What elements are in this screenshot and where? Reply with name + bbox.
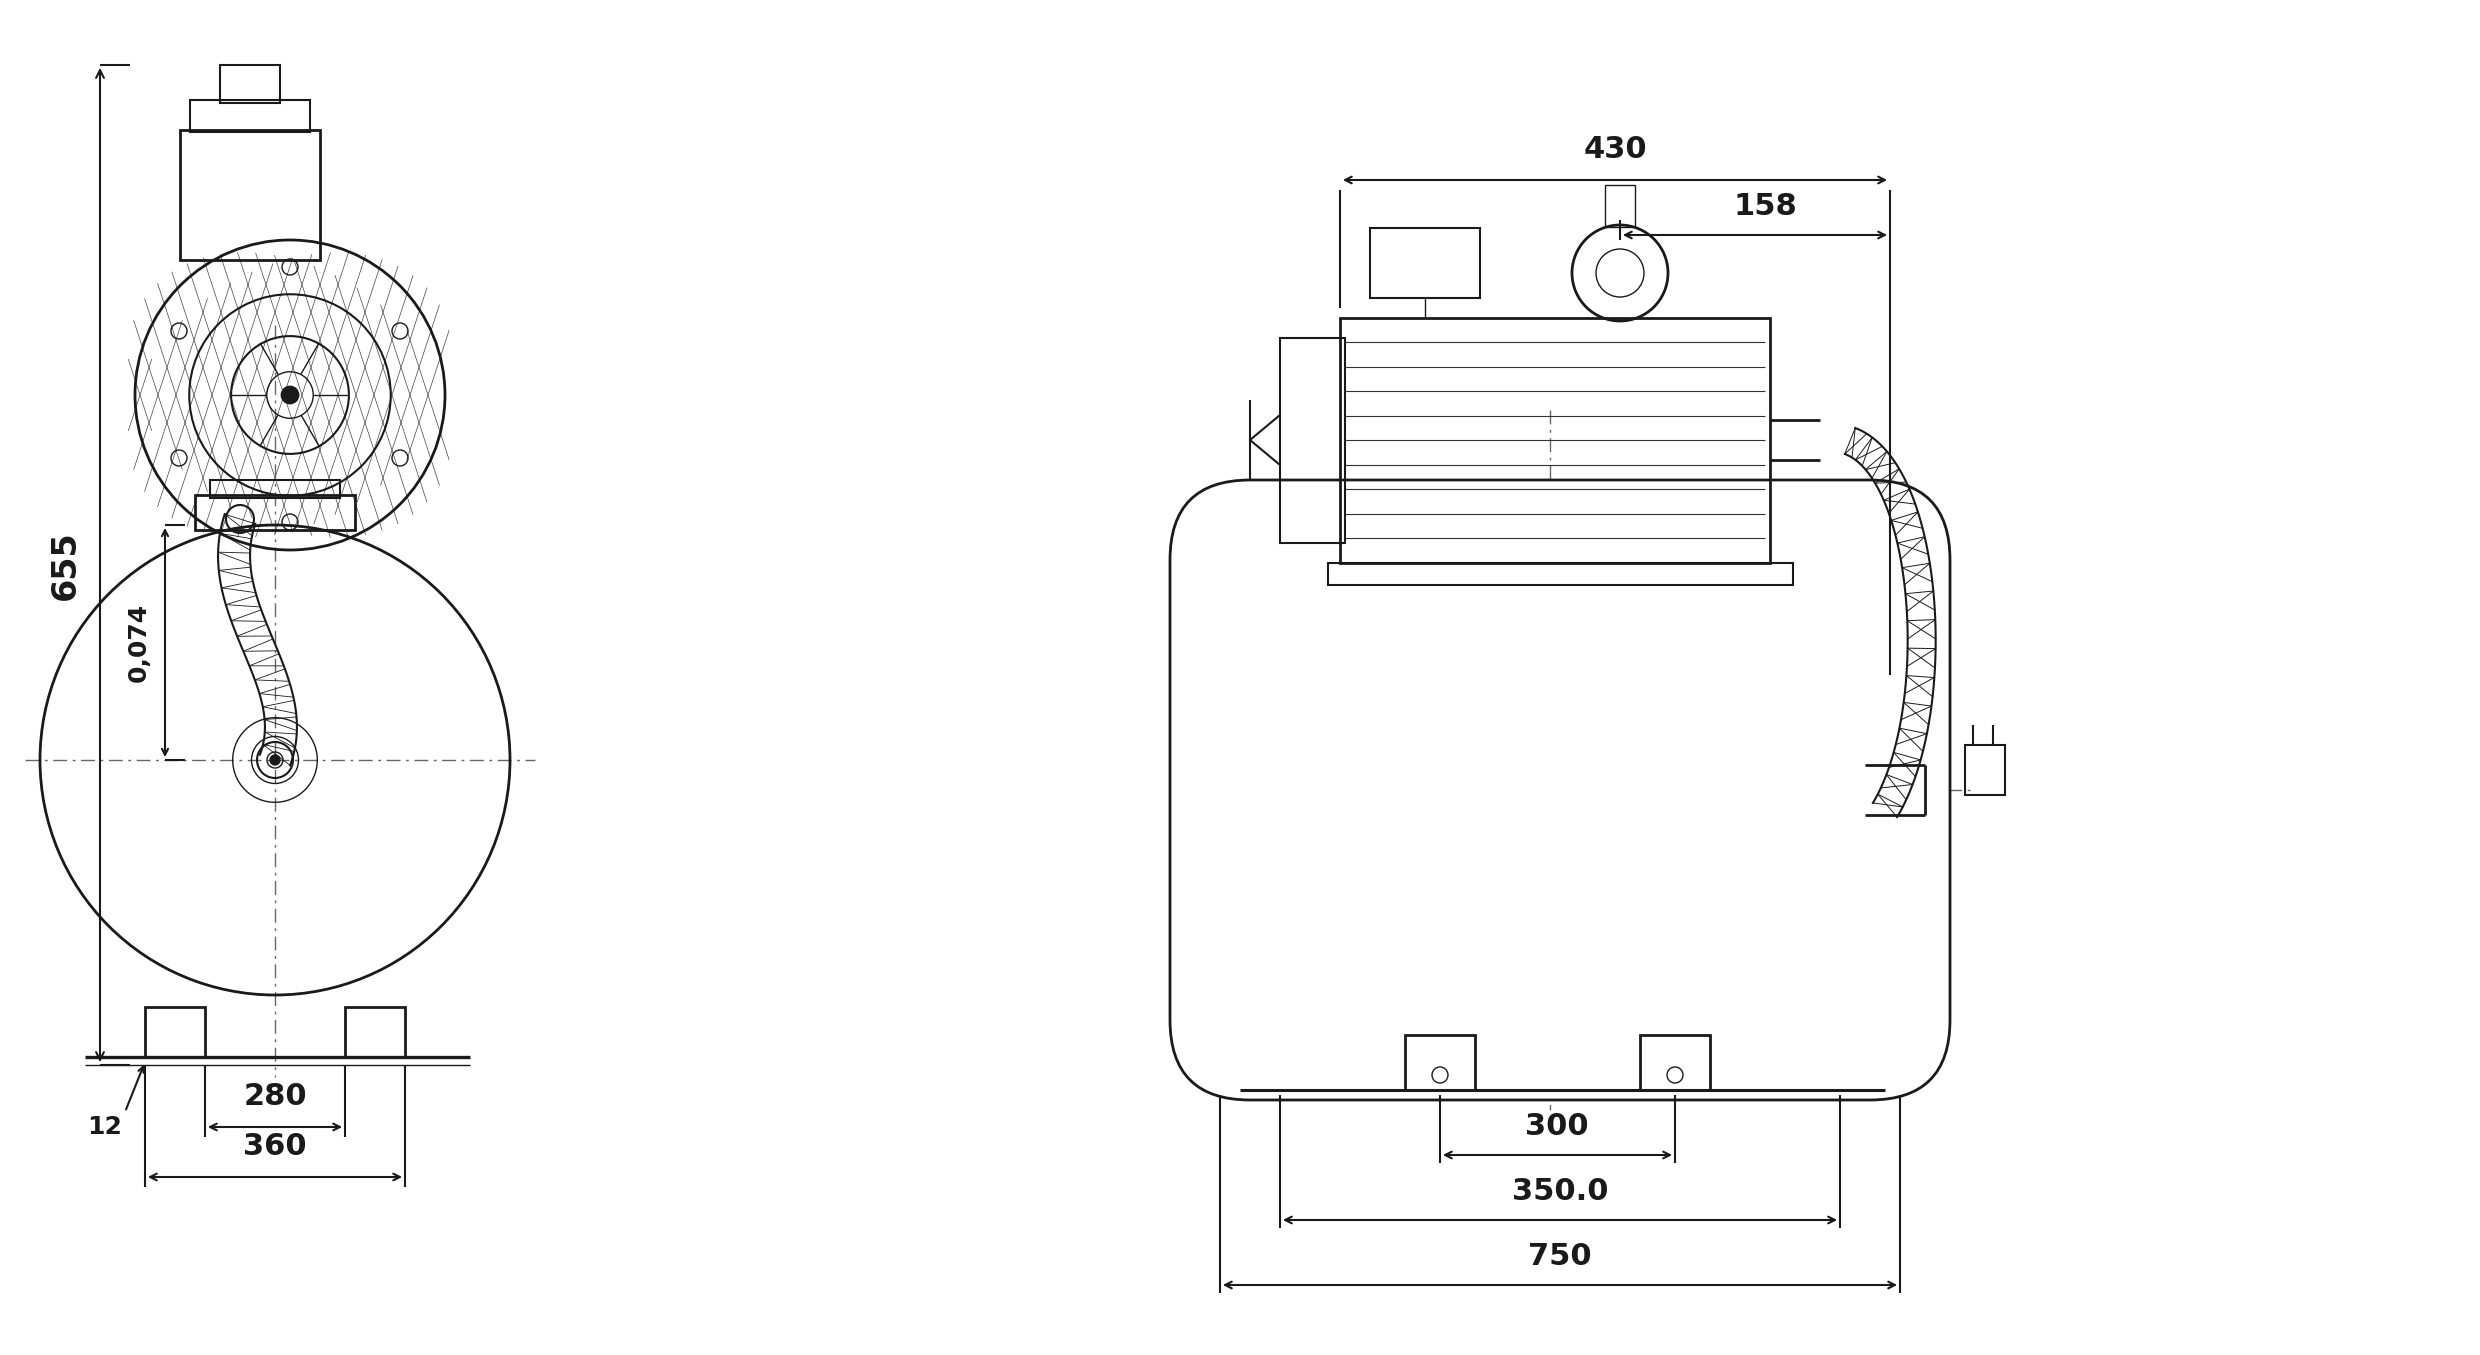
Text: 280: 280 [243, 1083, 308, 1111]
Bar [1964, 745, 2004, 795]
Bar [211, 480, 340, 499]
Text: 300: 300 [1525, 1112, 1590, 1141]
Text: 750: 750 [1528, 1243, 1592, 1271]
Bar [144, 1007, 206, 1057]
Bar [1280, 337, 1344, 543]
Bar [1327, 562, 1793, 585]
Bar [1639, 1035, 1711, 1089]
Bar [221, 65, 280, 103]
Circle shape [283, 388, 298, 402]
Bar [1339, 318, 1771, 562]
Text: 158: 158 [1734, 192, 1798, 221]
Bar [1605, 186, 1634, 228]
Text: 350.0: 350.0 [1513, 1177, 1607, 1206]
Bar [1369, 228, 1481, 298]
Text: 655: 655 [50, 530, 82, 600]
Bar [181, 130, 320, 260]
FancyBboxPatch shape [1171, 480, 1949, 1100]
Bar [191, 100, 310, 131]
Bar [196, 495, 355, 530]
Bar [345, 1007, 404, 1057]
Text: 360: 360 [243, 1131, 308, 1161]
Text: 12: 12 [87, 1115, 122, 1140]
Bar [1406, 1035, 1476, 1089]
Text: 430: 430 [1582, 136, 1647, 164]
Text: 0,074: 0,074 [126, 603, 151, 682]
Circle shape [270, 755, 280, 766]
